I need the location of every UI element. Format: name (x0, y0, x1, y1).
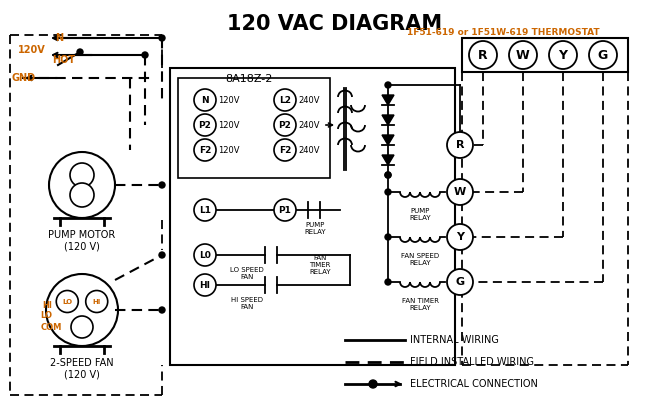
Circle shape (194, 89, 216, 111)
Circle shape (159, 182, 165, 188)
Text: HI SPEED
FAN: HI SPEED FAN (231, 297, 263, 310)
Text: G: G (598, 49, 608, 62)
Bar (462, 38, 628, 72)
Circle shape (70, 163, 94, 187)
Circle shape (369, 380, 377, 388)
Circle shape (385, 279, 391, 285)
Circle shape (447, 132, 473, 158)
Text: COM: COM (41, 323, 62, 331)
Polygon shape (382, 155, 394, 165)
Polygon shape (382, 95, 394, 105)
Circle shape (509, 41, 537, 69)
Circle shape (194, 274, 216, 296)
Text: ELECTRICAL CONNECTION: ELECTRICAL CONNECTION (410, 379, 538, 389)
Text: L1: L1 (199, 205, 211, 215)
Text: HI: HI (42, 300, 52, 310)
Circle shape (274, 199, 296, 221)
Text: INTERNAL WIRING: INTERNAL WIRING (410, 335, 499, 345)
Circle shape (194, 139, 216, 161)
Text: 240V: 240V (298, 96, 320, 104)
Text: LO SPEED
FAN: LO SPEED FAN (230, 267, 264, 280)
Circle shape (159, 252, 165, 258)
Circle shape (86, 290, 108, 313)
Text: PUMP
RELAY: PUMP RELAY (409, 208, 431, 221)
Text: F2: F2 (279, 145, 291, 155)
Text: 8A18Z-2: 8A18Z-2 (225, 74, 273, 84)
Text: GND: GND (12, 73, 36, 83)
Text: R: R (456, 140, 464, 150)
Bar (178, 78, 330, 178)
Text: Y: Y (456, 232, 464, 242)
Text: FAN TIMER
RELAY: FAN TIMER RELAY (401, 298, 438, 311)
Polygon shape (382, 115, 394, 125)
Circle shape (159, 35, 165, 41)
Text: PUMP
RELAY: PUMP RELAY (304, 222, 326, 235)
Text: FIELD INSTALLED WIRING: FIELD INSTALLED WIRING (410, 357, 534, 367)
Text: 240V: 240V (298, 145, 320, 155)
Text: 120 VAC DIAGRAM: 120 VAC DIAGRAM (227, 14, 443, 34)
Text: G: G (456, 277, 464, 287)
Circle shape (274, 139, 296, 161)
Text: 1F51-619 or 1F51W-619 THERMOSTAT: 1F51-619 or 1F51W-619 THERMOSTAT (407, 28, 599, 37)
Circle shape (77, 49, 83, 55)
Circle shape (70, 183, 94, 207)
Text: LO: LO (62, 298, 72, 305)
Text: Y: Y (559, 49, 567, 62)
Polygon shape (382, 135, 394, 145)
Text: P2: P2 (279, 121, 291, 129)
Text: W: W (454, 187, 466, 197)
Circle shape (274, 114, 296, 136)
Circle shape (549, 41, 577, 69)
Circle shape (159, 307, 165, 313)
Text: L0: L0 (199, 251, 211, 259)
Circle shape (274, 89, 296, 111)
Text: FAN SPEED
RELAY: FAN SPEED RELAY (401, 253, 439, 266)
Circle shape (194, 244, 216, 266)
Circle shape (385, 82, 391, 88)
Text: R: R (478, 49, 488, 62)
Circle shape (385, 189, 391, 195)
Text: W: W (516, 49, 530, 62)
Circle shape (589, 41, 617, 69)
Circle shape (71, 316, 93, 338)
Text: LO: LO (40, 310, 52, 320)
Text: P2: P2 (198, 121, 212, 129)
Text: L2: L2 (279, 96, 291, 104)
Text: 120V: 120V (18, 45, 46, 55)
Text: N: N (55, 33, 63, 43)
Circle shape (447, 224, 473, 250)
Circle shape (385, 234, 391, 240)
Circle shape (194, 114, 216, 136)
Circle shape (385, 172, 391, 178)
Text: N: N (201, 96, 209, 104)
Text: HI: HI (92, 298, 101, 305)
Circle shape (447, 269, 473, 295)
Text: 120V: 120V (218, 121, 239, 129)
Text: 2-SPEED FAN
(120 V): 2-SPEED FAN (120 V) (50, 358, 114, 380)
Text: HI: HI (200, 280, 210, 290)
Text: P1: P1 (279, 205, 291, 215)
Text: PUMP MOTOR
(120 V): PUMP MOTOR (120 V) (48, 230, 116, 251)
Circle shape (142, 52, 148, 58)
Circle shape (194, 199, 216, 221)
Circle shape (56, 290, 78, 313)
Text: F2: F2 (199, 145, 211, 155)
Circle shape (447, 179, 473, 205)
Text: 240V: 240V (298, 121, 320, 129)
Text: HOT: HOT (52, 55, 75, 65)
Circle shape (469, 41, 497, 69)
Text: 120V: 120V (218, 96, 239, 104)
Text: 120V: 120V (218, 145, 239, 155)
Text: FAN
TIMER
RELAY: FAN TIMER RELAY (309, 255, 331, 275)
Circle shape (385, 172, 391, 178)
Bar (170, 68, 455, 365)
